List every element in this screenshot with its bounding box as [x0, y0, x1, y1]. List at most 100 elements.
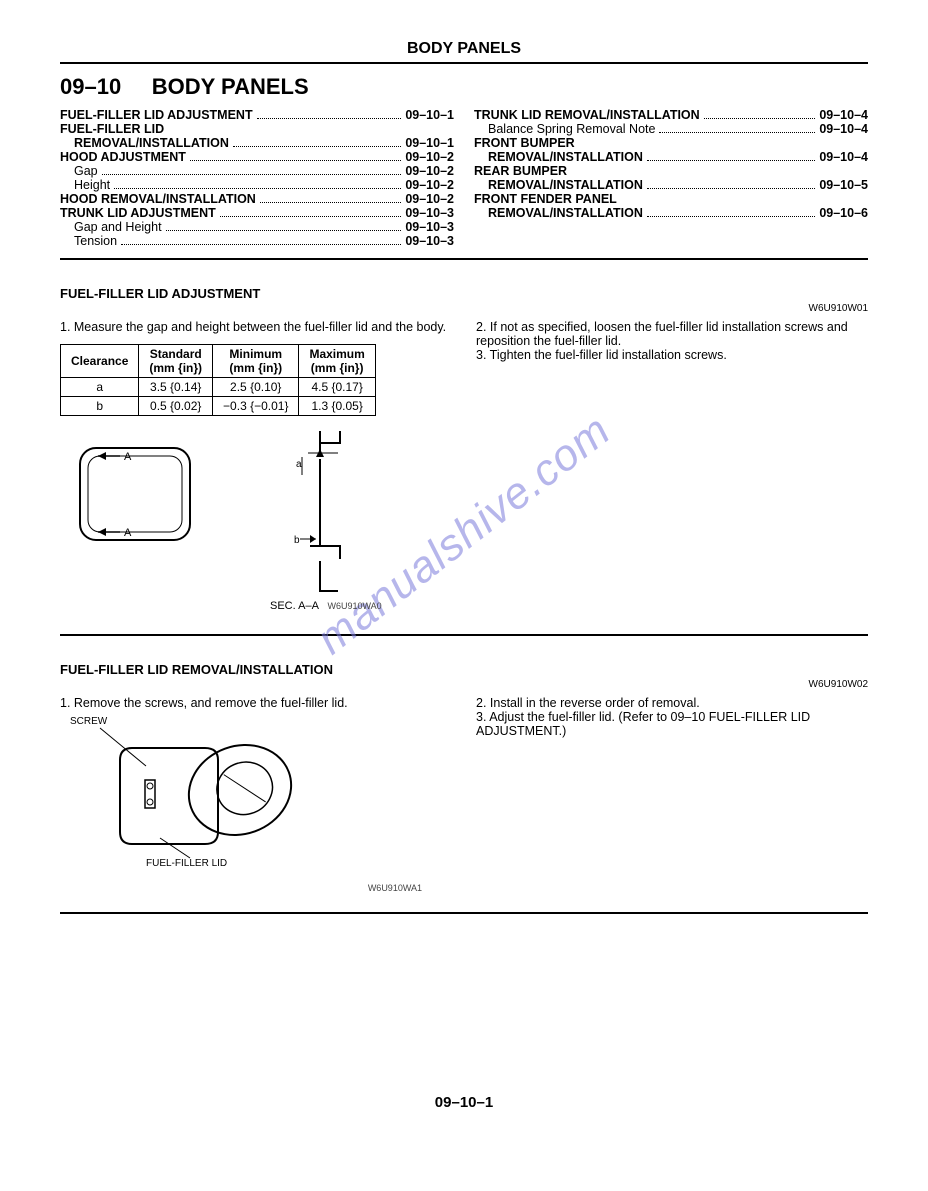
sec1-body: 1. Measure the gap and height between th…	[60, 320, 868, 616]
toc-dots	[233, 146, 401, 147]
table-cell: 4.5 {0.17}	[299, 378, 375, 397]
toc-label: FRONT FENDER PANEL	[474, 192, 617, 206]
toc-label: TRUNK LID ADJUSTMENT	[60, 206, 216, 220]
sec1-step1: 1. Measure the gap and height between th…	[60, 320, 452, 334]
toc-label: FUEL-FILLER LID	[60, 122, 164, 136]
toc-label: REMOVAL/INSTALLATION	[474, 150, 643, 164]
toc-page: 09–10–3	[405, 234, 454, 248]
toc-entry: REMOVAL/INSTALLATION 09–10–6	[474, 206, 868, 220]
fig-caption-text: SEC. A–A	[270, 600, 318, 612]
table-header: Clearance	[61, 345, 139, 378]
sec1-fig-caption: SEC. A–A W6U910WA0	[270, 600, 382, 612]
toc-entry: REMOVAL/INSTALLATION 09–10–1	[60, 136, 454, 150]
toc-left-column: FUEL-FILLER LID ADJUSTMENT09–10–1FUEL-FI…	[60, 108, 454, 248]
sec1-diagram: A A a b SEC. A–A	[60, 426, 452, 616]
toc-entry: Gap and Height 09–10–3	[60, 220, 454, 234]
table-cell: −0.3 {−0.01}	[213, 397, 299, 416]
table-header: Minimum (mm {in})	[213, 345, 299, 378]
toc-label: REMOVAL/INSTALLATION	[474, 206, 643, 220]
toc-dots	[659, 132, 815, 133]
toc-entry: FUEL-FILLER LID ADJUSTMENT 09–10–1	[60, 108, 454, 122]
toc-entry: FUEL-FILLER LID	[60, 122, 454, 136]
sec1-step2: 2. If not as specified, loosen the fuel-…	[476, 320, 868, 348]
toc-label: Gap	[60, 164, 98, 178]
sec1-left: 1. Measure the gap and height between th…	[60, 320, 452, 616]
toc-dots	[114, 188, 401, 189]
toc-dots	[260, 202, 402, 203]
toc-page: 09–10–1	[405, 108, 454, 122]
sec2-step2: 2. Install in the reverse order of remov…	[476, 696, 868, 710]
toc-entry: HOOD REMOVAL/INSTALLATION 09–10–2	[60, 192, 454, 206]
toc-entry: TRUNK LID ADJUSTMENT 09–10–3	[60, 206, 454, 220]
page-header: BODY PANELS	[60, 40, 868, 64]
section-heading: 09–10 BODY PANELS	[60, 64, 868, 108]
toc-entry: TRUNK LID REMOVAL/INSTALLATION09–10–4	[474, 108, 868, 122]
svg-text:a: a	[296, 459, 302, 470]
toc-label: HOOD ADJUSTMENT	[60, 150, 186, 164]
toc-page: 09–10–2	[405, 150, 454, 164]
toc-dots	[220, 216, 402, 217]
sec2-left: 1. Remove the screws, and remove the fue…	[60, 696, 452, 894]
toc-page: 09–10–2	[405, 192, 454, 206]
toc-entry: Tension 09–10–3	[60, 234, 454, 248]
toc-entry: Height09–10–2	[60, 178, 454, 192]
toc-dots	[121, 244, 401, 245]
toc-entry: REMOVAL/INSTALLATION 09–10–5	[474, 178, 868, 192]
toc-page: 09–10–5	[819, 178, 868, 192]
toc-page: 09–10–3	[405, 206, 454, 220]
section-title: BODY PANELS	[152, 74, 309, 99]
toc-dots	[190, 160, 401, 161]
sec1-title: FUEL-FILLER LID ADJUSTMENT	[60, 286, 868, 301]
toc-label: REMOVAL/INSTALLATION	[60, 136, 229, 150]
toc-page: 09–10–3	[405, 220, 454, 234]
toc-entry: FRONT FENDER PANEL	[474, 192, 868, 206]
toc-page: 09–10–1	[405, 136, 454, 150]
toc-label: Gap and Height	[60, 220, 162, 234]
table-header: Standard (mm {in})	[139, 345, 213, 378]
page-number: 09–10–1	[60, 1094, 868, 1111]
sec1-right: 2. If not as specified, loosen the fuel-…	[476, 320, 868, 616]
label-fuel-filler-lid: FUEL-FILLER LID	[146, 858, 227, 869]
toc-label: FUEL-FILLER LID ADJUSTMENT	[60, 108, 253, 122]
toc-label: Tension	[60, 234, 117, 248]
toc-entry: Balance Spring Removal Note09–10–4	[474, 122, 868, 136]
toc-dots	[257, 118, 402, 119]
table-header: Maximum (mm {in})	[299, 345, 375, 378]
table-row: b0.5 {0.02}−0.3 {−0.01}1.3 {0.05}	[61, 397, 376, 416]
table-cell: a	[61, 378, 139, 397]
toc-entry: FRONT BUMPER	[474, 136, 868, 150]
sec2-ref-code: W6U910W02	[60, 679, 868, 690]
table-of-contents: FUEL-FILLER LID ADJUSTMENT09–10–1FUEL-FI…	[60, 108, 868, 260]
toc-dots	[647, 216, 815, 217]
toc-page: 09–10–4	[819, 122, 868, 136]
sec1-step3: 3. Tighten the fuel-filler lid installat…	[476, 348, 868, 362]
sec1-ref-code: W6U910W01	[60, 303, 868, 314]
svg-text:A: A	[124, 451, 132, 463]
toc-page: 09–10–6	[819, 206, 868, 220]
svg-text:b: b	[294, 535, 300, 546]
fig-code: W6U910WA0	[327, 601, 381, 611]
toc-label: TRUNK LID REMOVAL/INSTALLATION	[474, 108, 700, 122]
toc-label: Height	[60, 178, 110, 192]
toc-entry: REAR BUMPER	[474, 164, 868, 178]
sec2-body: 1. Remove the screws, and remove the fue…	[60, 696, 868, 894]
toc-page: 09–10–4	[819, 150, 868, 164]
sec2-right: 2. Install in the reverse order of remov…	[476, 696, 868, 894]
toc-dots	[647, 188, 815, 189]
toc-label: HOOD REMOVAL/INSTALLATION	[60, 192, 256, 206]
table-cell: 2.5 {0.10}	[213, 378, 299, 397]
sec2-title: FUEL-FILLER LID REMOVAL/INSTALLATION	[60, 662, 868, 677]
table-cell: 1.3 {0.05}	[299, 397, 375, 416]
toc-label: REAR BUMPER	[474, 164, 567, 178]
toc-right-column: TRUNK LID REMOVAL/INSTALLATION09–10–4Bal…	[474, 108, 868, 248]
sec2-diagram: SCREW FU	[60, 710, 410, 880]
section-number: 09–10	[60, 74, 121, 99]
toc-label: FRONT BUMPER	[474, 136, 575, 150]
divider	[60, 634, 868, 636]
toc-entry: Gap09–10–2	[60, 164, 454, 178]
clearance-table: ClearanceStandard (mm {in})Minimum (mm {…	[60, 344, 376, 416]
svg-text:A: A	[124, 527, 132, 539]
toc-dots	[704, 118, 816, 119]
toc-label: REMOVAL/INSTALLATION	[474, 178, 643, 192]
table-cell: 0.5 {0.02}	[139, 397, 213, 416]
